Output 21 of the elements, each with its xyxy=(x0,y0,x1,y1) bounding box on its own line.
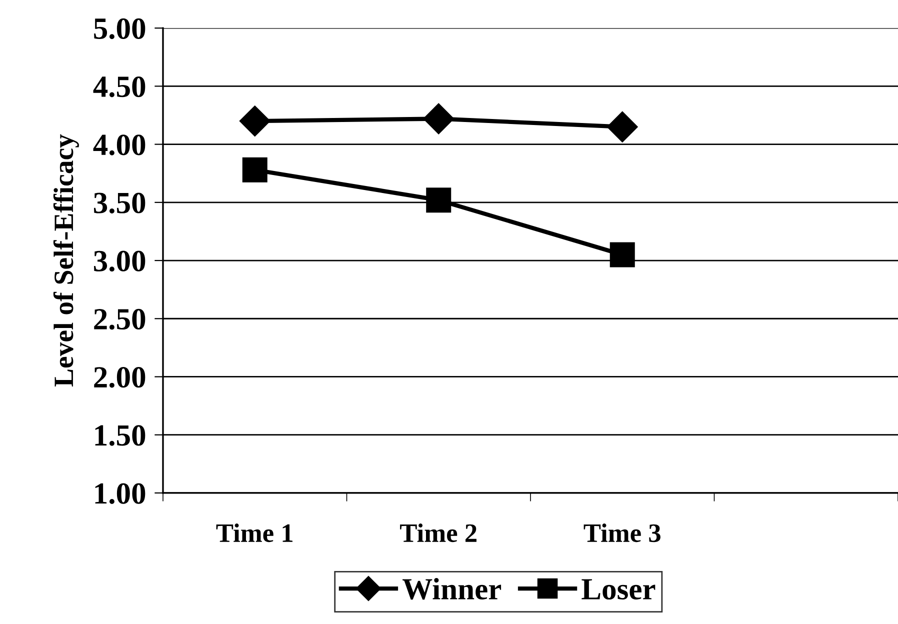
y-tick-label: 2.00 xyxy=(94,367,146,388)
point xyxy=(610,242,635,268)
y-tick-label: 1.50 xyxy=(95,425,146,446)
point xyxy=(426,188,452,213)
point xyxy=(239,106,270,136)
y-tick-label: 3.00 xyxy=(94,250,146,272)
y-tick-label: 1.00 xyxy=(95,483,146,504)
x-tick-label: Time 3 xyxy=(584,524,660,542)
y-tick-label: 4.00 xyxy=(93,134,146,156)
point xyxy=(242,157,268,182)
x-tick-label: Time 2 xyxy=(400,524,476,542)
x-tick-label: Time 1 xyxy=(216,524,292,542)
y-tick-label: 3.50 xyxy=(94,192,146,214)
y-tick-label: 2.50 xyxy=(94,308,146,330)
point xyxy=(606,111,638,142)
y-tick-label: 5.00 xyxy=(94,18,146,40)
y-axis-title: Level of Self-Efficacy xyxy=(53,134,79,387)
legend-label: Loser xyxy=(582,579,656,600)
point xyxy=(423,103,454,134)
y-tick-label: 4.50 xyxy=(93,76,146,98)
legend-label: Winner xyxy=(402,578,502,600)
